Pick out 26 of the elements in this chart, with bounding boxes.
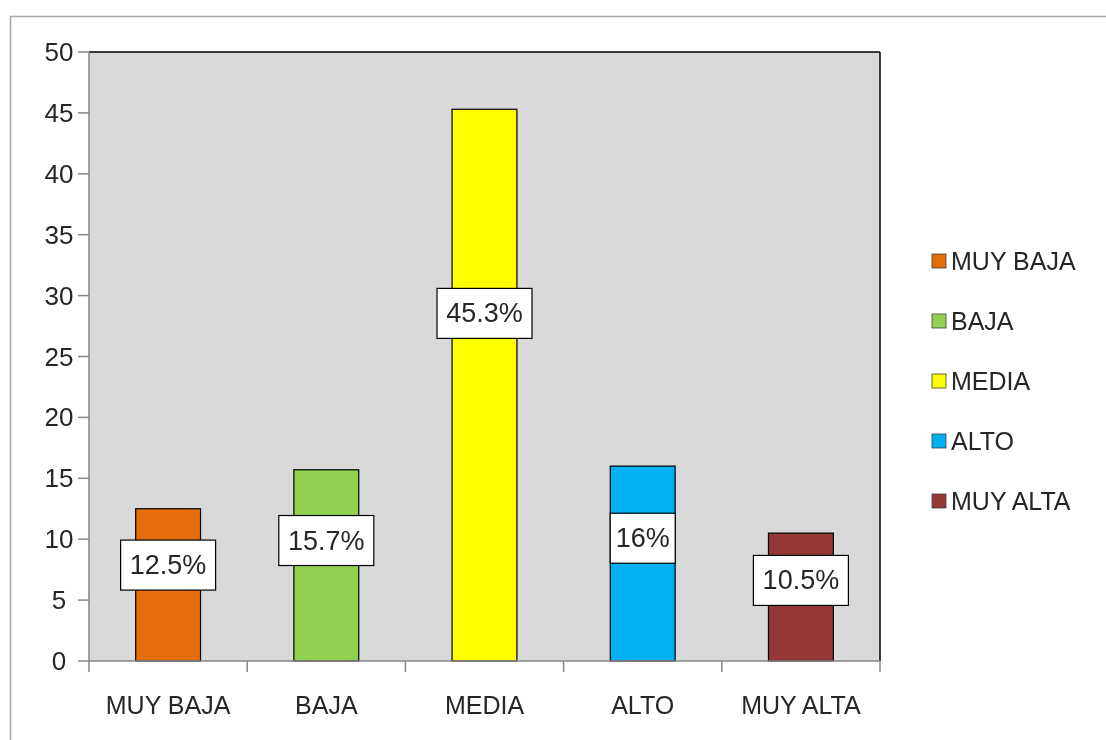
data-label: 45.3%	[446, 298, 523, 329]
x-tick-label: MUY BAJA	[105, 691, 231, 719]
y-tick-label: 20	[44, 402, 74, 433]
legend-label: MUY ALTA	[951, 487, 1071, 515]
y-tick-label: 50	[44, 37, 74, 67]
y-tick-label: 0	[51, 646, 67, 676]
x-tick-label: MUY ALTA	[741, 691, 861, 719]
data-label: 16%	[615, 523, 670, 554]
y-tick-label: 5	[51, 585, 67, 616]
legend-label: MEDIA	[951, 367, 1031, 395]
legend-label: MUY BAJA	[951, 247, 1076, 275]
legend-label: BAJA	[951, 307, 1014, 335]
y-tick-label: 25	[44, 341, 74, 372]
data-label: 15.7%	[288, 525, 365, 556]
y-tick-label: 30	[44, 280, 74, 311]
y-tick-label: 45	[44, 97, 74, 128]
y-tick-label: 40	[44, 158, 74, 189]
x-tick-label: MEDIA	[444, 691, 525, 719]
data-label: 10.5%	[762, 565, 840, 596]
y-tick-label: 10	[44, 524, 74, 555]
x-tick-label: BAJA	[295, 691, 358, 719]
y-tick-label: 35	[44, 219, 74, 250]
legend-label: ALTO	[951, 427, 1014, 455]
data-label: 12.5%	[129, 550, 207, 581]
x-tick-label: ALTO	[611, 691, 675, 719]
y-tick-label: 15	[44, 463, 74, 494]
